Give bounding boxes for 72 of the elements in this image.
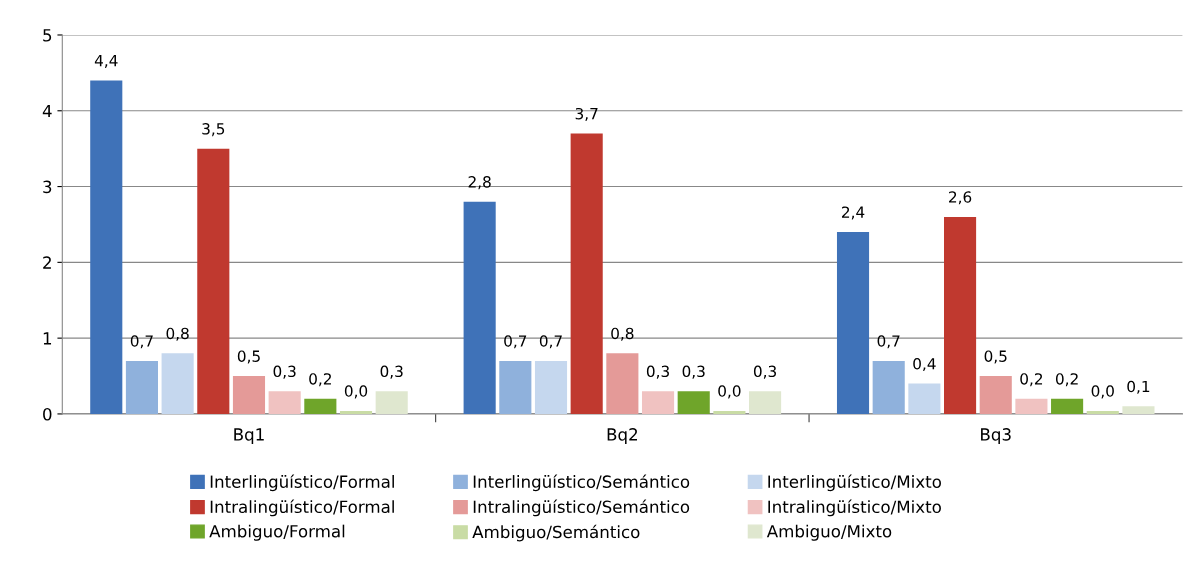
bar bbox=[304, 398, 337, 414]
bar bbox=[1122, 406, 1155, 414]
data-label: 3,7 bbox=[575, 107, 598, 121]
data-label: 0,3 bbox=[753, 365, 776, 379]
bar bbox=[713, 410, 746, 414]
data-label: 0,2 bbox=[1020, 373, 1043, 387]
bar bbox=[1086, 410, 1119, 414]
bar bbox=[606, 353, 639, 414]
x-tick-label: Bq2 bbox=[607, 428, 637, 444]
bar bbox=[499, 360, 532, 414]
bar bbox=[125, 360, 158, 414]
data-label: 3,5 bbox=[202, 123, 225, 137]
data-label: 0,0 bbox=[344, 385, 368, 399]
y-tick-label: 4 bbox=[42, 104, 52, 118]
bar bbox=[570, 133, 603, 414]
bar bbox=[677, 391, 710, 414]
data-label: 4,4 bbox=[94, 55, 118, 68]
data-label: 0,3 bbox=[646, 365, 669, 379]
legend-label: Ambiguo/Semántico bbox=[472, 524, 640, 542]
data-label: 2,6 bbox=[949, 191, 972, 205]
bar bbox=[375, 391, 408, 414]
y-tick-label: 5 bbox=[43, 29, 52, 42]
data-label: 2,4 bbox=[842, 206, 865, 220]
bar bbox=[872, 360, 905, 414]
data-label: 2,8 bbox=[468, 176, 491, 190]
y-tick-label: 1 bbox=[43, 332, 52, 345]
data-label: 0,0 bbox=[718, 385, 741, 399]
y-tick-label: 3 bbox=[43, 180, 52, 194]
data-label: 0,7 bbox=[130, 335, 153, 349]
legend-label: Intralingüístico/Formal bbox=[210, 499, 394, 517]
data-label: 0,7 bbox=[539, 335, 562, 349]
data-label: 0,7 bbox=[877, 335, 900, 349]
bar bbox=[836, 232, 870, 414]
bar bbox=[534, 360, 568, 414]
bar bbox=[232, 376, 266, 414]
y-tick-label: 2 bbox=[43, 256, 51, 269]
legend-label: Interlingüístico/Formal bbox=[210, 474, 394, 492]
bar bbox=[197, 148, 230, 414]
bar bbox=[161, 353, 194, 414]
bar bbox=[268, 391, 301, 414]
legend-label: Intralingüístico/Mixto bbox=[768, 499, 941, 517]
legend-label: Interlingüístico/Mixto bbox=[768, 474, 941, 492]
data-label: 0,2 bbox=[309, 373, 331, 387]
x-tick-label: Bq1 bbox=[234, 428, 264, 444]
legend-label: Ambiguo/Formal bbox=[209, 524, 345, 541]
data-label: 0,8 bbox=[611, 327, 634, 341]
data-label: 0,4 bbox=[913, 357, 936, 372]
bar bbox=[90, 80, 123, 414]
legend-label: Intralingüístico/Semántico bbox=[473, 499, 690, 517]
bar bbox=[1051, 398, 1084, 414]
bar bbox=[749, 391, 782, 414]
data-label: 0,3 bbox=[273, 365, 296, 379]
legend-label: Ambiguo/Mixto bbox=[766, 524, 892, 541]
bar bbox=[463, 201, 496, 414]
data-label: 0,3 bbox=[682, 365, 705, 379]
data-label: 0,0 bbox=[1091, 385, 1114, 399]
data-label: 0,2 bbox=[1055, 373, 1078, 387]
bar bbox=[908, 383, 941, 414]
data-label: 0,1 bbox=[1127, 380, 1150, 394]
data-label: 0,5 bbox=[237, 350, 260, 364]
bar bbox=[979, 376, 1012, 414]
data-label: 0,5 bbox=[984, 350, 1007, 364]
data-label: 0,7 bbox=[504, 335, 527, 349]
bar bbox=[1015, 398, 1048, 414]
bar bbox=[641, 391, 675, 414]
bar bbox=[339, 410, 373, 414]
data-label: 0,8 bbox=[166, 327, 189, 341]
x-tick-label: Bq3 bbox=[981, 428, 1011, 444]
bar bbox=[944, 216, 977, 414]
legend-label: Interlingüístico/Semántico bbox=[473, 474, 690, 492]
y-tick-label: 0 bbox=[43, 407, 52, 421]
data-label: 0,3 bbox=[380, 365, 403, 379]
